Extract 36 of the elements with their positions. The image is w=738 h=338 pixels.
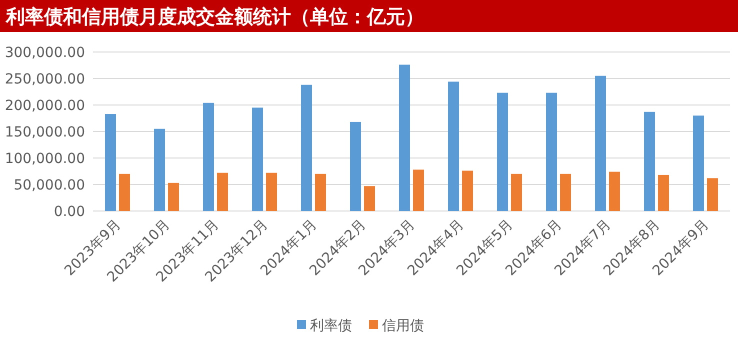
bar bbox=[119, 174, 130, 211]
bar bbox=[168, 182, 179, 211]
legend-label: 信用债 bbox=[382, 318, 424, 334]
bar bbox=[217, 172, 228, 211]
bar bbox=[350, 122, 361, 211]
bar bbox=[105, 114, 116, 211]
bar bbox=[707, 178, 718, 211]
bar bbox=[154, 128, 165, 211]
bar bbox=[560, 174, 571, 211]
bar bbox=[413, 170, 424, 211]
y-tick-label: 150,000.00 bbox=[4, 124, 85, 140]
y-tick-label: 200,000.00 bbox=[4, 98, 85, 114]
bar bbox=[644, 112, 655, 211]
bar bbox=[595, 76, 606, 211]
y-tick-label: 0.00 bbox=[54, 204, 85, 220]
bar bbox=[364, 186, 375, 211]
bar bbox=[497, 92, 508, 211]
bar bbox=[315, 174, 326, 211]
bar bbox=[399, 64, 410, 211]
y-tick-label: 100,000.00 bbox=[4, 151, 85, 167]
bar bbox=[448, 82, 459, 211]
y-tick-label: 50,000.00 bbox=[14, 178, 85, 194]
bar bbox=[203, 102, 214, 211]
bar bbox=[511, 174, 522, 211]
chart-title: 利率债和信用债月度成交金额统计（单位：亿元） bbox=[5, 6, 424, 28]
bar bbox=[462, 170, 473, 211]
bar bbox=[252, 108, 263, 211]
bar bbox=[609, 172, 620, 211]
y-tick-label: 250,000.00 bbox=[4, 72, 85, 88]
legend-label: 利率债 bbox=[310, 318, 352, 334]
bar bbox=[658, 174, 669, 211]
bar bbox=[546, 92, 557, 211]
bar bbox=[266, 172, 277, 211]
bar bbox=[301, 84, 312, 211]
bar bbox=[693, 116, 704, 211]
y-tick-label: 300,000.00 bbox=[4, 45, 85, 61]
